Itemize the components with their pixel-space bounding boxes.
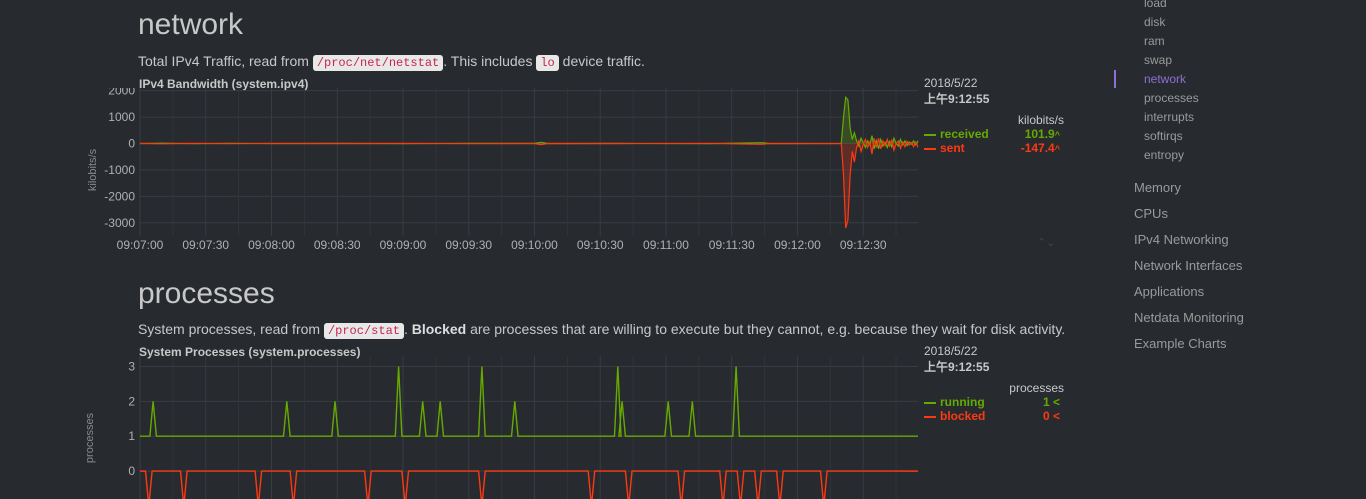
legend-row-sent[interactable]: sent -147.4^ (924, 141, 1064, 155)
chart-resize-handle[interactable]: ⌃⌄ (1037, 237, 1056, 249)
processes-y-axis-label: processes (84, 412, 96, 464)
series-line-received (139, 95, 919, 150)
y-tick-label: 0 (128, 137, 135, 151)
sidebar-item-cpus[interactable]: CPUs (1134, 206, 1168, 221)
sidebar-item-ipv4-networking[interactable]: IPv4 Networking (1134, 232, 1229, 247)
series-line-sent (139, 137, 919, 229)
legend-row-running[interactable]: running 1 < (924, 395, 1064, 409)
received-swatch (924, 133, 936, 136)
x-tick-label: 09:11:00 (643, 238, 689, 252)
sidebar-item-softirqs[interactable]: softirqs (1144, 129, 1183, 143)
sidebar-item-load[interactable]: load (1144, 0, 1167, 10)
legend-units: processes (1009, 381, 1064, 395)
legend-units: kilobits/s (1017, 113, 1064, 127)
running-swatch (924, 401, 936, 404)
processes-description: System processes, read from /proc/stat. … (138, 321, 1066, 339)
y-tick-label: -2000 (104, 189, 135, 203)
x-tick-label: 09:11:30 (709, 238, 755, 252)
sidebar-active-indicator (1114, 70, 1116, 88)
sidebar-item-memory[interactable]: Memory (1134, 180, 1181, 195)
proc-stat-code: /proc/stat (323, 323, 404, 339)
sidebar-item-network[interactable]: network (1144, 72, 1187, 86)
network-description: Total IPv4 Traffic, read from /proc/net/… (138, 53, 645, 71)
y-tick-label: 3 (128, 359, 135, 373)
series-line-blocked (139, 470, 919, 499)
y-tick-label: 1000 (108, 110, 135, 124)
x-tick-label: 09:07:00 (117, 238, 164, 252)
sidebar-item-interrupts[interactable]: interrupts (1144, 110, 1195, 124)
legend-date: 2018/5/22 (924, 76, 978, 90)
x-tick-label: 09:09:30 (445, 238, 492, 252)
ipv4-legend: 2018/5/22 上午9:12:55 kilobits/s received 1… (924, 76, 1064, 155)
sidebar-item-example-charts[interactable]: Example Charts (1134, 336, 1227, 351)
legend-row-blocked[interactable]: blocked 0 < (924, 409, 1064, 423)
x-tick-label: 09:12:00 (774, 238, 821, 252)
sent-swatch (924, 147, 936, 150)
y-tick-label: -1000 (104, 163, 135, 177)
ipv4-chart-title: IPv4 Bandwidth (system.ipv4) (139, 77, 309, 91)
legend-time: 上午9:12:55 (924, 360, 990, 374)
sidebar-item-ram[interactable]: ram (1144, 34, 1165, 48)
y-tick-label: -3000 (104, 216, 135, 230)
legend-time: 上午9:12:55 (924, 92, 990, 106)
series-area-sent (140, 138, 918, 229)
lo-code: lo (536, 55, 559, 71)
series-area-received (140, 97, 918, 149)
sidebar-item-processes[interactable]: processes (1144, 91, 1199, 105)
sidebar-item-disk[interactable]: disk (1144, 15, 1166, 29)
processes-chart-title: System Processes (system.processes) (139, 345, 361, 359)
series-line-running (139, 366, 919, 437)
x-tick-label: 09:07:30 (182, 238, 229, 252)
x-tick-label: 09:08:30 (314, 238, 361, 252)
y-tick-label: 2000 (108, 88, 135, 98)
legend-row-received[interactable]: received 101.9^ (924, 127, 1064, 141)
y-tick-label: 2 (128, 394, 135, 408)
ipv4-bandwidth-chart[interactable]: 2000 1000 0 -1000 -2000 -3000 09:07:00 09:07:30… (80, 88, 925, 253)
sidebar-item-network-interfaces[interactable]: Network Interfaces (1134, 258, 1243, 273)
y-tick-label: 0 (128, 464, 135, 478)
sidebar-item-netdata-monitoring[interactable]: Netdata Monitoring (1134, 310, 1244, 325)
sidebar-item-entropy[interactable]: entropy (1144, 148, 1185, 162)
sidebar-item-applications[interactable]: Applications (1134, 284, 1205, 299)
x-tick-label: 09:09:00 (380, 238, 427, 252)
processes-legend: 2018/5/22 上午9:12:55 processes running 1 <… (924, 344, 1064, 423)
y-tick-label: 1 (128, 429, 135, 443)
processes-section-title: processes (138, 277, 275, 310)
blocked-swatch (924, 415, 936, 418)
legend-date: 2018/5/22 (924, 344, 978, 358)
sidebar-item-swap[interactable]: swap (1144, 53, 1173, 67)
x-tick-label: 09:10:30 (577, 238, 624, 252)
ipv4-y-axis-label: kilobits/s (87, 148, 99, 192)
x-tick-label: 09:10:00 (511, 238, 558, 252)
x-tick-label: 09:12:30 (840, 238, 887, 252)
x-tick-label: 09:08:00 (248, 238, 295, 252)
network-section-title: network (138, 8, 244, 41)
proc-netstat-code: /proc/net/netstat (312, 55, 444, 71)
